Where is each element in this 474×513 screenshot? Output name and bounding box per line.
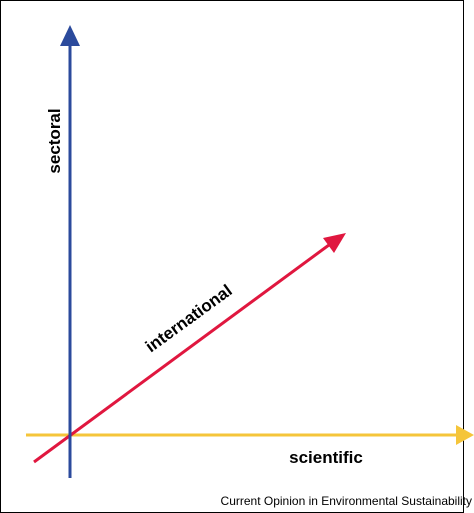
international-label: international [142,281,236,356]
sectoral-arrowhead [60,25,80,46]
international-axis-line [33,240,334,464]
international-axis [33,233,346,464]
sectoral-axis [60,25,80,478]
sectoral-label: sectoral [45,108,64,173]
source-caption: Current Opinion in Environmental Sustain… [221,494,472,508]
scientific-label: scientific [289,448,363,467]
scientific-arrowhead [456,425,474,445]
international-arrowhead [323,233,346,253]
scientific-axis [26,425,474,445]
